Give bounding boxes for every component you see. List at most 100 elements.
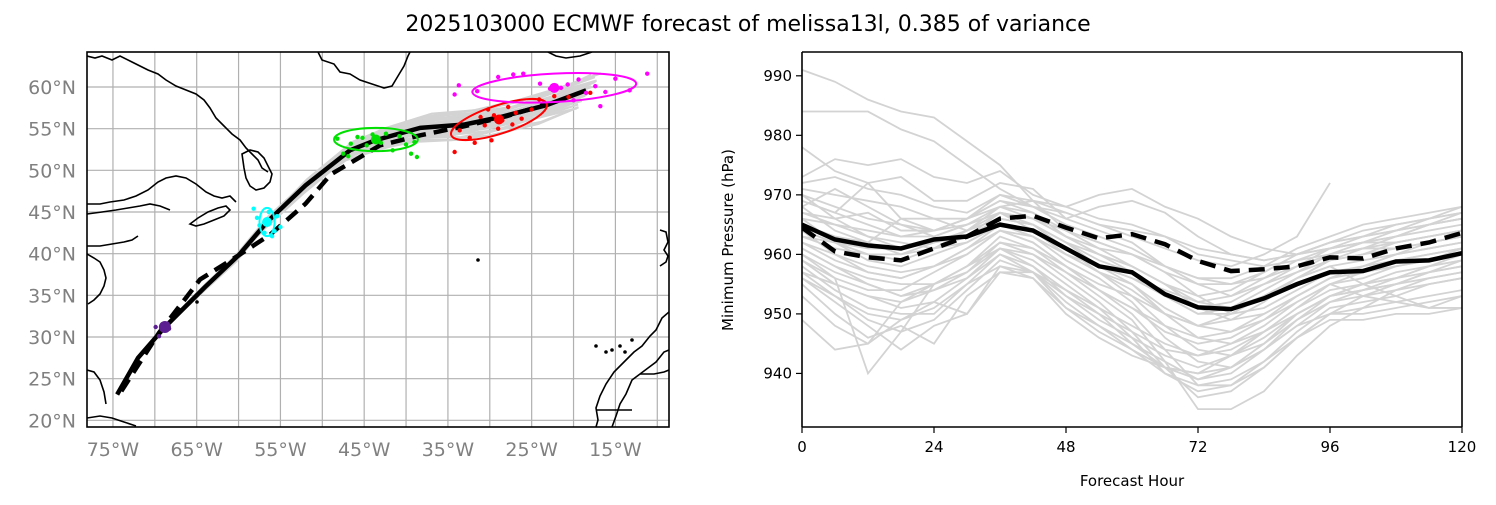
coastline xyxy=(87,253,107,305)
ensemble-track xyxy=(116,93,588,396)
cluster-ellipse-t48 xyxy=(258,206,276,238)
ensemble-member-line xyxy=(802,241,1462,327)
coastline xyxy=(659,229,669,267)
map-y-tick-label: 45°N xyxy=(28,202,76,224)
cluster-point-t96 xyxy=(495,126,501,131)
island xyxy=(604,350,608,354)
map-x-tick-label: 65°W xyxy=(170,439,223,461)
ensemble-member-line xyxy=(802,217,1462,303)
coastline xyxy=(241,149,273,191)
ensemble-member-line xyxy=(802,69,1462,262)
coastline xyxy=(87,203,171,215)
island xyxy=(594,344,598,348)
cluster-point-t120 xyxy=(598,103,603,109)
ensemble-member-line xyxy=(802,229,1462,387)
ensemble-track xyxy=(116,93,588,396)
coastline xyxy=(87,55,269,173)
pressure-y-ticks: 940 950 960 970 980 990 xyxy=(763,67,802,382)
cluster-point-t120 xyxy=(475,88,480,94)
ensemble-member-line xyxy=(802,271,1462,357)
cluster-point-t96 xyxy=(513,110,518,116)
map-y-tick-label: 35°N xyxy=(28,285,76,307)
cluster-point-t96 xyxy=(506,104,511,110)
y-tick-label: 990 xyxy=(763,67,792,85)
coastline xyxy=(640,369,669,375)
cluster-point-t120 xyxy=(456,83,462,88)
ensemble-member-line xyxy=(802,247,1462,376)
cluster-point-t72 xyxy=(348,141,353,146)
cluster-center-t96 xyxy=(494,114,505,125)
map-x-tick-label: 15°W xyxy=(589,439,642,461)
cluster-point-t72 xyxy=(355,134,360,140)
cluster-point-t96 xyxy=(482,123,487,128)
cluster-point-t48 xyxy=(274,213,280,219)
ensemble-member-line xyxy=(802,205,1462,286)
cluster-point-t72 xyxy=(364,143,369,148)
cluster-point-t96 xyxy=(478,114,483,120)
map-y-tick-label: 60°N xyxy=(28,77,76,99)
ensemble-mean-track xyxy=(115,88,587,396)
x-tick-label: 24 xyxy=(924,438,943,456)
coastline xyxy=(547,52,593,59)
cluster-point-t120 xyxy=(603,89,608,95)
map-y-tick-label: 50°N xyxy=(28,160,76,182)
coastline xyxy=(188,205,232,227)
ensemble-member-line xyxy=(802,199,1462,280)
map-y-tick-label: 20°N xyxy=(28,410,76,432)
cluster-point-t72 xyxy=(341,151,346,156)
island xyxy=(476,258,480,262)
cluster-center-t48 xyxy=(262,217,273,227)
ensemble-member-line xyxy=(802,199,1462,309)
ensemble-track xyxy=(116,86,592,396)
cluster-point-t120 xyxy=(593,83,598,89)
map-x-tick-label: 35°W xyxy=(422,439,475,461)
ensemble-track xyxy=(116,73,597,396)
cluster-point-t96 xyxy=(552,93,557,99)
cluster-center-t72 xyxy=(370,134,381,145)
ensemble-member-line xyxy=(802,181,1462,321)
x-tick-label: 96 xyxy=(1320,438,1339,456)
cluster-point-t96 xyxy=(588,90,593,96)
ensemble-track xyxy=(116,96,579,396)
cluster-ellipse-t24 xyxy=(158,321,171,333)
cluster-point-t96 xyxy=(529,107,534,112)
x-tick-label: 120 xyxy=(1448,438,1477,456)
cluster-point-t120 xyxy=(576,77,581,82)
cluster-point-t120 xyxy=(645,71,650,76)
cluster-point-t96 xyxy=(519,116,524,121)
cluster-ellipse-t72 xyxy=(333,126,419,153)
cluster-point-t120 xyxy=(452,92,457,97)
x-tick-label: 72 xyxy=(1188,438,1207,456)
ensemble-track xyxy=(116,93,588,396)
pressure-ensemble-lines xyxy=(802,69,1462,411)
map-x-tick-label: 25°W xyxy=(505,439,558,461)
y-tick-label: 940 xyxy=(763,364,792,382)
island xyxy=(195,300,199,304)
ensemble-track xyxy=(116,89,587,396)
x-axis-title: Forecast Hour xyxy=(1080,472,1185,490)
cluster-point-t72 xyxy=(346,153,351,159)
ensemble-member-line xyxy=(802,253,1462,375)
coastline xyxy=(595,311,669,427)
cluster-point-t96 xyxy=(489,138,494,143)
cluster-center-t120 xyxy=(549,82,560,93)
map-y-tick-label: 55°N xyxy=(28,119,76,141)
y-tick-label: 970 xyxy=(763,186,792,204)
ensemble-track xyxy=(116,100,573,396)
map-x-tick-labels: 75°W 65°W 55°W 45°W 35°W 25°W 15°W xyxy=(87,439,642,461)
map-x-tick-label: 55°W xyxy=(254,439,307,461)
coastline xyxy=(87,415,137,427)
cluster-point-t120 xyxy=(521,71,526,76)
ensemble-member-line xyxy=(802,182,1331,268)
island xyxy=(630,338,634,342)
map-position-clusters xyxy=(153,71,650,339)
pressure-axes xyxy=(801,51,1463,428)
pressure-x-ticks: 0 24 48 72 96 120 xyxy=(797,427,1476,456)
map-x-tick-label: 75°W xyxy=(87,439,140,461)
map-x-tick-label: 45°W xyxy=(338,439,391,461)
map-y-tick-labels: 60°N 55°N 50°N 45°N 40°N 35°N 30°N 25°N 20°N xyxy=(28,77,76,432)
island xyxy=(618,344,622,348)
cluster-ellipse-t96 xyxy=(450,97,548,142)
cluster-point-t120 xyxy=(511,72,516,77)
